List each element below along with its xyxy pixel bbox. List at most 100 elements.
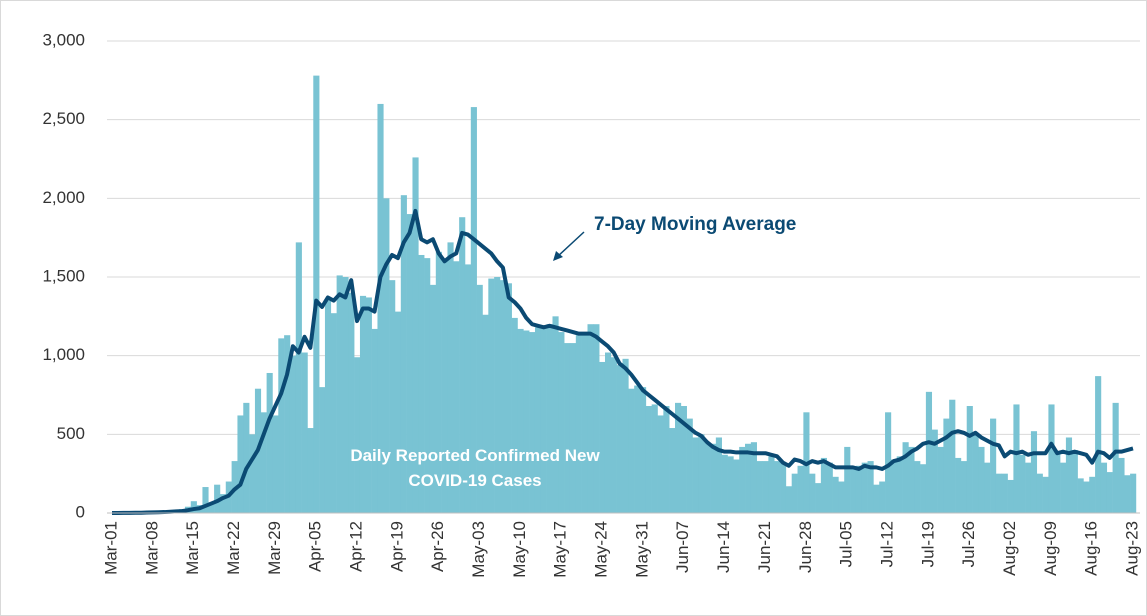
bar [266, 372, 273, 513]
y-tick-label: 500 [57, 424, 85, 443]
bar [809, 473, 816, 513]
bar [1130, 473, 1137, 513]
bar [1013, 404, 1020, 513]
bar [470, 107, 477, 513]
x-tick-label: Jun-07 [673, 521, 692, 573]
x-tick-label: Apr-26 [428, 521, 447, 572]
bar [453, 261, 460, 513]
bar [604, 352, 612, 513]
x-tick-label: May-17 [551, 521, 570, 578]
bar [902, 442, 909, 513]
bar [1071, 450, 1078, 513]
bar [1036, 473, 1043, 513]
bar [978, 446, 985, 513]
bar [850, 468, 857, 513]
bar [640, 387, 647, 513]
bar [616, 365, 623, 513]
bar [482, 314, 489, 513]
bar [523, 330, 530, 513]
x-tick-label: May-10 [510, 521, 529, 578]
bar [832, 476, 839, 513]
bar [552, 316, 559, 513]
bar [587, 324, 594, 513]
bar [406, 214, 413, 514]
bar [955, 457, 962, 513]
bar [762, 461, 769, 513]
bar [680, 406, 687, 513]
bar [698, 434, 705, 513]
bar [354, 357, 361, 513]
bar [651, 404, 658, 513]
bar [214, 484, 221, 513]
bar [1030, 431, 1038, 513]
bar [272, 415, 279, 513]
bar [663, 406, 670, 513]
x-tick-label: Aug-23 [1122, 521, 1141, 576]
bar [914, 461, 921, 513]
bar [838, 481, 845, 513]
bar [447, 242, 454, 514]
x-tick-label: Jul-26 [959, 521, 978, 567]
bar [599, 361, 606, 513]
bar [464, 264, 472, 513]
bar [529, 332, 536, 513]
bar [546, 324, 553, 513]
x-tick-label: Mar-22 [224, 521, 243, 575]
bar [879, 481, 886, 513]
arrow-head [553, 251, 563, 261]
bar [324, 300, 332, 513]
bar [1019, 454, 1026, 513]
bar [301, 352, 308, 513]
bar [844, 446, 851, 513]
bar [931, 429, 938, 513]
moving-average-line [112, 208, 1134, 515]
bar [710, 443, 717, 513]
x-tick-label: Apr-12 [347, 521, 366, 572]
bar [295, 242, 302, 514]
bar [657, 415, 664, 513]
bar [610, 357, 617, 513]
bar [476, 284, 483, 513]
y-tick-label: 1,500 [42, 266, 85, 285]
bar [412, 157, 419, 513]
bar [721, 454, 728, 513]
bar [1060, 462, 1067, 513]
bar [634, 385, 641, 513]
bar [995, 473, 1003, 513]
bar [505, 283, 512, 513]
bar [1124, 475, 1131, 513]
bar [1042, 476, 1049, 513]
bar [435, 251, 442, 513]
bar [1083, 481, 1090, 513]
bar [750, 442, 757, 513]
bar [1065, 437, 1073, 513]
y-tick-label: 1,000 [42, 345, 85, 364]
bar [686, 418, 693, 513]
bar [1118, 457, 1125, 513]
bar [1100, 462, 1108, 513]
bar [943, 418, 950, 513]
bar [371, 328, 378, 513]
bar [1054, 451, 1061, 513]
bar [704, 442, 711, 513]
y-tick-label: 2,000 [42, 188, 85, 207]
x-tick-label: Jun-28 [796, 521, 815, 573]
bar [289, 355, 297, 513]
bar [937, 446, 944, 513]
bar [920, 464, 927, 513]
bar [593, 324, 600, 513]
bar [558, 332, 565, 513]
bar [284, 335, 291, 513]
bar [815, 483, 822, 513]
bar [319, 387, 326, 513]
x-tick-label: Jul-19 [918, 521, 937, 567]
bar [511, 317, 518, 513]
bar [896, 456, 903, 513]
x-tick-label: Jul-12 [877, 521, 896, 567]
bar [1106, 472, 1113, 513]
bar [581, 332, 588, 513]
bar [1089, 476, 1096, 513]
bar [459, 217, 466, 514]
